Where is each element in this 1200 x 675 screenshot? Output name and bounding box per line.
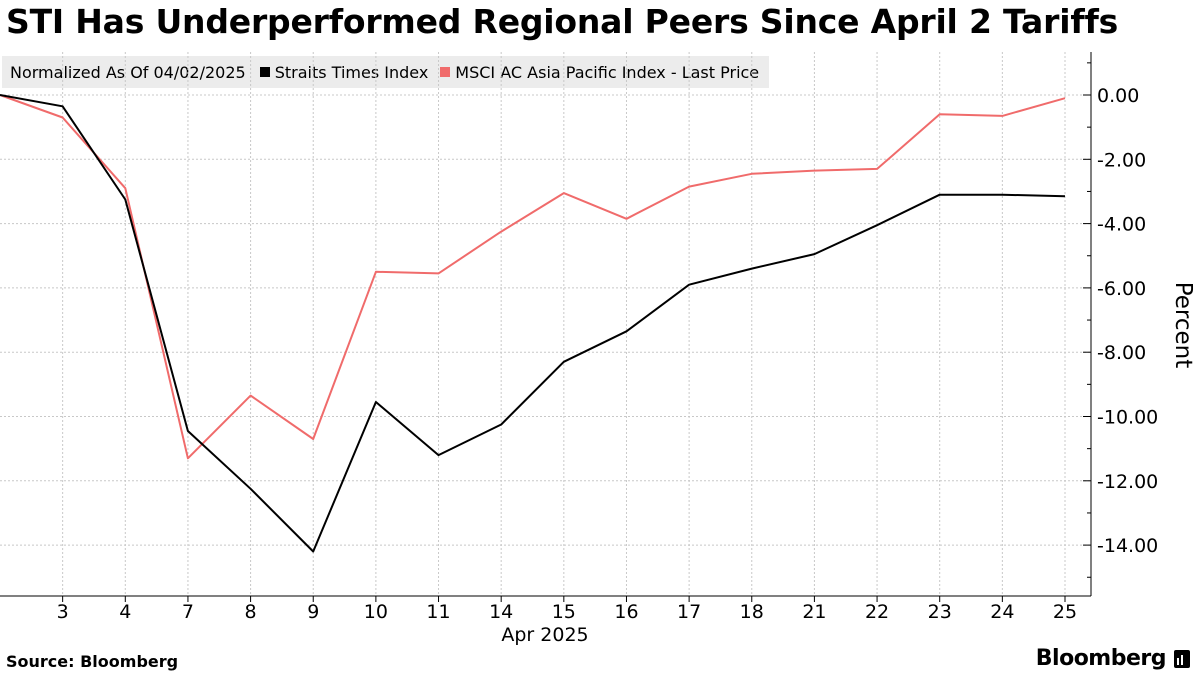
- bloomberg-logo: Bloomberg: [1036, 646, 1190, 671]
- y-axis-ticks: 0.00 -2.00 -4.00 -6.00 -8.00 -10.00 -12.00 -14.…: [1097, 85, 1158, 557]
- y-tick-label: -14.00: [1097, 535, 1158, 557]
- x-tick-label: 3: [57, 601, 69, 623]
- axes: [0, 52, 1092, 602]
- series-lines: [0, 94, 1066, 553]
- y-tick-label: 0.00: [1097, 85, 1139, 107]
- series-line-sti: [0, 94, 1066, 553]
- x-tick-label: 14: [489, 601, 513, 623]
- x-tick-label: 22: [865, 601, 889, 623]
- y-tick-label: -10.00: [1097, 407, 1158, 429]
- x-axis-ticks: 3 4 7 8 9 10 11 14 15 16 17 18 21 22 23 24 25: [57, 601, 1077, 623]
- y-tick-label: -4.00: [1097, 214, 1146, 236]
- x-tick-label: 9: [307, 601, 319, 623]
- legend-swatch-sti: [259, 67, 270, 77]
- y-tick-label: -2.00: [1097, 149, 1146, 171]
- series-line-msci: [0, 94, 1066, 460]
- x-tick-label: 8: [245, 601, 257, 623]
- y-tick-label: -12.00: [1097, 471, 1158, 493]
- legend-label-msci: MSCI AC Asia Pacific Index - Last Price: [455, 62, 760, 82]
- x-tick-label: 18: [740, 601, 764, 623]
- x-tick-label: 4: [119, 601, 131, 623]
- gridlines: [0, 52, 1091, 596]
- x-tick-label: 24: [990, 601, 1014, 623]
- legend-normalization-note: Normalized As Of 04/02/2025: [10, 62, 246, 82]
- x-tick-label: 15: [552, 601, 576, 623]
- y-tick-label: -8.00: [1097, 342, 1146, 364]
- legend-item-msci: MSCI AC Asia Pacific Index - Last Price: [440, 63, 759, 82]
- x-tick-label: 7: [182, 601, 194, 623]
- x-tick-label: 11: [426, 601, 450, 623]
- x-tick-label: 25: [1053, 601, 1077, 623]
- x-tick-label: 21: [802, 601, 826, 623]
- x-tick-label: 16: [614, 601, 638, 623]
- x-tick-label: 17: [677, 601, 701, 623]
- brand-wordmark: Bloomberg: [1035, 646, 1167, 671]
- x-tick-label: 23: [928, 601, 952, 623]
- y-tick-label: -6.00: [1097, 278, 1146, 300]
- x-tick-label: 10: [364, 601, 388, 623]
- y-axis-label: Percent: [1170, 282, 1196, 369]
- source-note: Source: Bloomberg: [6, 652, 179, 671]
- x-axis-label: Apr 2025: [501, 624, 588, 646]
- legend: Normalized As Of 04/02/2025 Straits Time…: [2, 56, 770, 88]
- chart-title: STI Has Underperformed Regional Peers Si…: [6, 2, 1119, 41]
- bloomberg-terminal-icon: [1174, 649, 1190, 668]
- legend-swatch-msci: [440, 67, 451, 77]
